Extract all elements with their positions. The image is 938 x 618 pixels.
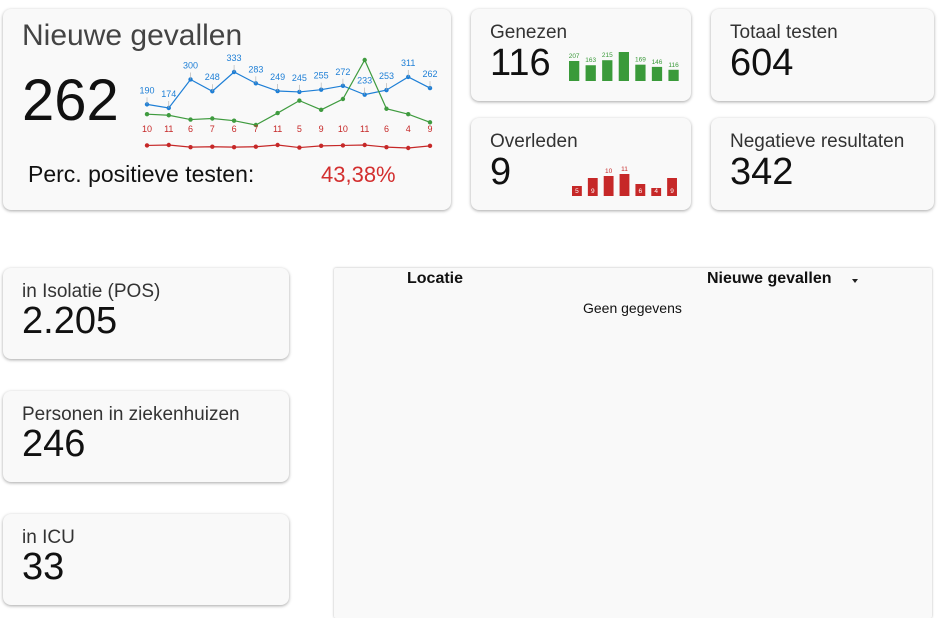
card-title: Genezen xyxy=(490,22,568,43)
deaths-card: Overleden 9 xyxy=(471,118,691,210)
column-header[interactable]: Locatie xyxy=(407,270,464,287)
card-value: 116 xyxy=(490,42,551,84)
cases-card: Nieuwe gevallen 262 Perc. positieve test… xyxy=(3,9,451,210)
card-title: in Isolatie (POS) xyxy=(22,281,161,302)
card-value: 604 xyxy=(730,42,794,84)
card-title: Negatieve resultaten xyxy=(730,131,905,152)
tests-card: Totaal testen 604 xyxy=(711,9,934,101)
hospital-card: Personen in ziekenhuizen 246 xyxy=(3,391,289,482)
card-title: Nieuwe gevallen xyxy=(22,19,243,52)
card-title: Personen in ziekenhuizen xyxy=(22,404,240,425)
card-title: in ICU xyxy=(22,527,75,548)
card-value: 246 xyxy=(22,423,86,465)
positive-value: 43,38% xyxy=(321,162,396,187)
card-title: Overleden xyxy=(490,131,578,152)
card-value: 342 xyxy=(730,151,794,193)
card-value: 262 xyxy=(22,68,119,133)
empty-message: Geen gegevens xyxy=(583,300,682,316)
card-value: 33 xyxy=(22,546,65,588)
table xyxy=(334,268,932,618)
card-value: 2.205 xyxy=(22,300,118,342)
sort-arrow[interactable] xyxy=(851,278,859,284)
column-header[interactable]: Nieuwe gevallen xyxy=(707,270,832,287)
negative-card: Negatieve resultaten 342 xyxy=(711,118,934,210)
positive-label: Perc. positieve testen: xyxy=(28,161,255,187)
card-title: Totaal testen xyxy=(730,22,838,43)
card-value: 9 xyxy=(490,151,512,193)
icu-card: in ICU 33 xyxy=(3,514,289,605)
recovered-card: Genezen 116 xyxy=(471,9,691,101)
isolation-card: in Isolatie (POS) 2.205 xyxy=(3,268,289,359)
